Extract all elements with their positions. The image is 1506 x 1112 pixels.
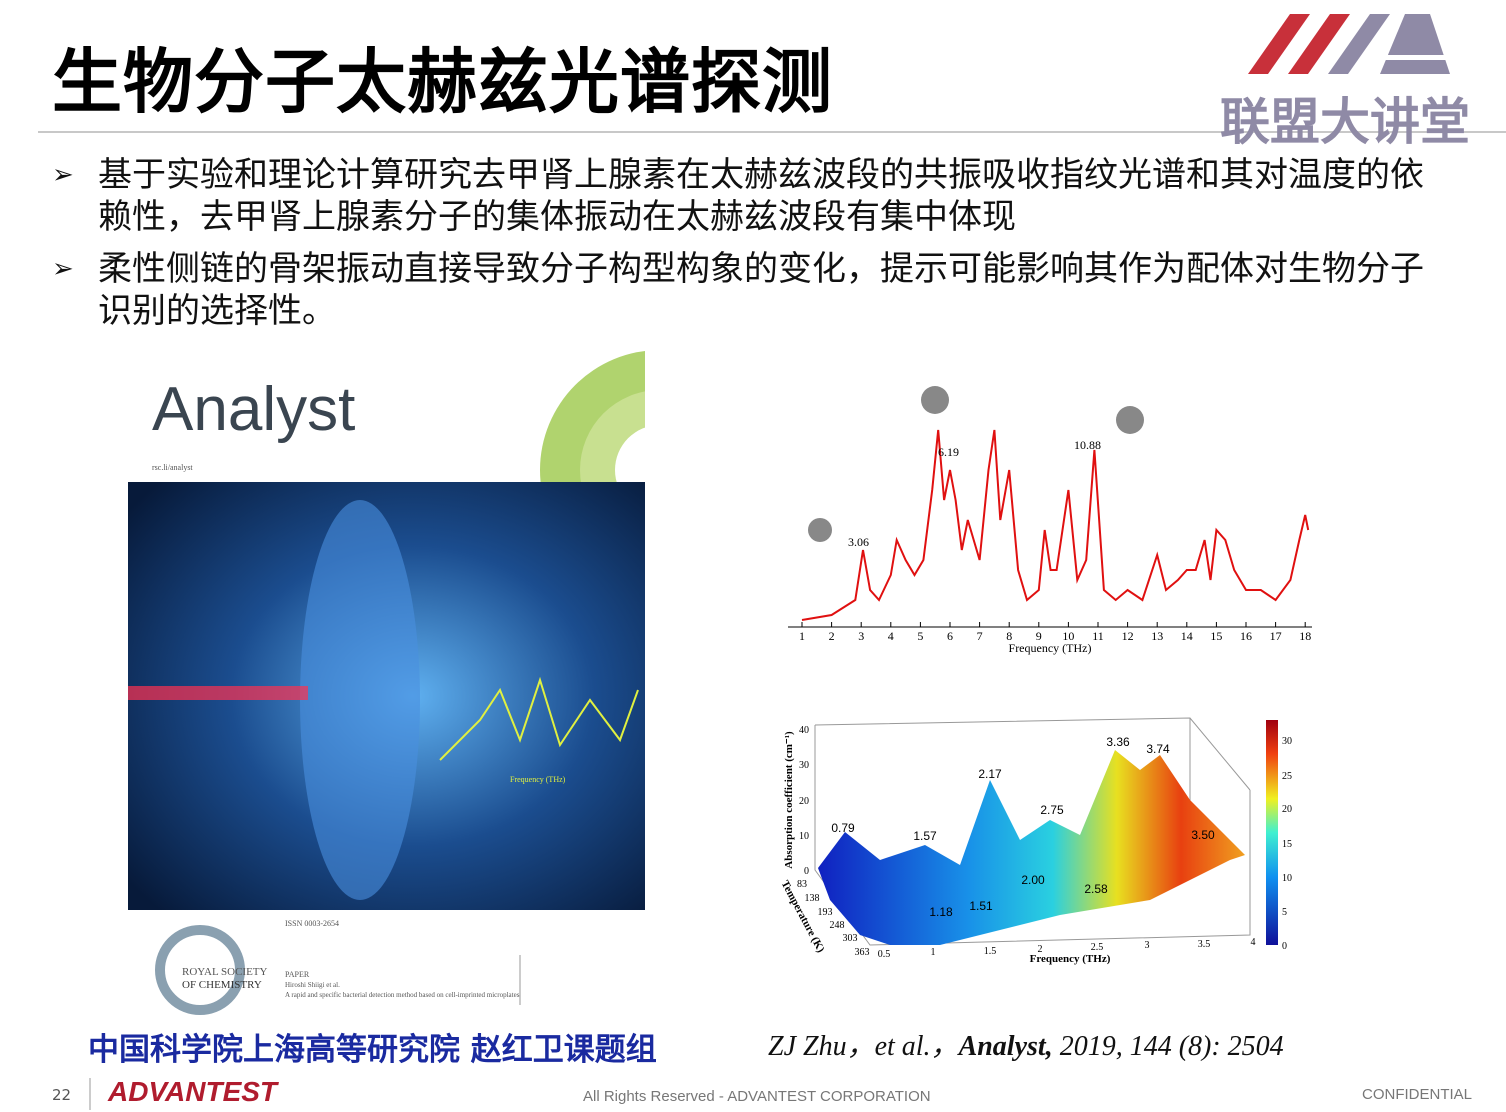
x-tick-label: 18	[1299, 629, 1311, 643]
x-tick-label: 0.5	[878, 949, 891, 960]
bullet: ➢ 柔性侧链的骨架振动直接导致分子构型构象的变化，提示可能影响其作为配体对生物分子…	[52, 248, 1452, 332]
colorbar-tick-label: 30	[1282, 736, 1292, 747]
spectrum-x-label: Frequency (THz)	[1009, 641, 1092, 655]
peak-label: 1.18	[929, 905, 953, 919]
spectrum-peak-label: 10.88	[1074, 438, 1101, 452]
x-tick-label: 4	[1251, 937, 1256, 948]
cover-url: rsc.li/analyst	[152, 463, 193, 472]
cover-publisher: ROYAL SOCIETY	[182, 966, 268, 978]
x-tick-label: 2	[1038, 944, 1043, 955]
colorbar-tick-label: 5	[1282, 907, 1287, 918]
y-tick-label: 363	[855, 947, 870, 958]
peak-label: 2.17	[978, 767, 1002, 781]
y-tick-label: 83	[797, 879, 807, 890]
x-tick-label: 17	[1270, 629, 1282, 643]
colorbar-tick-label: 20	[1282, 804, 1292, 815]
citation-details: 2019, 144 (8): 2504	[1059, 1031, 1284, 1062]
cover-publisher: OF CHEMISTRY	[182, 979, 262, 991]
x-tick-label: 1.5	[984, 946, 997, 957]
y-tick-label: 303	[843, 933, 858, 944]
peak-label: 2.75	[1040, 803, 1064, 817]
x-tick-label: 13	[1151, 629, 1163, 643]
slide-title: 生物分子太赫兹光谱探测	[52, 41, 833, 123]
z-axis-label: Absorption coefficient (cm⁻¹)	[783, 731, 795, 869]
z-tick-label: 20	[799, 796, 809, 807]
peak-label: 2.58	[1084, 882, 1108, 896]
x-axis-label: Frequency (THz)	[1030, 953, 1111, 965]
citation: ZJ Zhu，et al.，Analyst, 2019, 144 (8): 25…	[768, 1024, 1284, 1064]
peak-label: 0.79	[831, 821, 855, 835]
z-tick-label: 0	[804, 866, 809, 877]
spectrum-peak-label: 6.19	[938, 445, 959, 459]
bullet-text: 柔性侧链的骨架振动直接导致分子构型构象的变化，提示可能影响其作为配体对生物分子识…	[98, 249, 1424, 331]
z-tick-label: 30	[799, 760, 809, 771]
x-tick-label: 7	[977, 629, 983, 643]
cover-authors: Hiroshi Shiigi et al.	[285, 981, 340, 989]
x-tick-label: 15	[1210, 629, 1222, 643]
peak-label: 3.36	[1106, 735, 1130, 749]
z-tick-label: 40	[799, 725, 809, 736]
surface-plot	[814, 717, 1278, 946]
x-tick-label: 6	[947, 629, 953, 643]
x-tick-label: 9	[1036, 629, 1042, 643]
x-tick-label: 1	[799, 629, 805, 643]
z-tick-label: 10	[799, 831, 809, 842]
citation-journal: Analyst,	[958, 1031, 1053, 1062]
x-tick-label: 10	[1062, 629, 1074, 643]
x-tick-label: 3	[1145, 940, 1150, 951]
x-tick-label: 16	[1240, 629, 1252, 643]
colorbar-tick-label: 15	[1282, 839, 1292, 850]
colorbar-tick-label: 25	[1282, 771, 1292, 782]
colorbar-tick-label: 10	[1282, 873, 1292, 884]
x-tick-label: 11	[1092, 629, 1104, 643]
x-tick-label: 5	[917, 629, 923, 643]
rights: All Rights Reserved - ADVANTEST CORPORAT…	[583, 1088, 931, 1105]
cover-axis: Frequency (THz)	[510, 775, 566, 784]
peak-label: 2.00	[1021, 873, 1045, 887]
spectrum	[788, 386, 1312, 628]
peak-label: 1.57	[913, 829, 937, 843]
y-tick-label: 193	[818, 907, 833, 918]
caption: 中国科学院上海高等研究院 赵红卫课题组	[88, 1032, 657, 1068]
bullet-text: 基于实验和理论计算研究去甲肾上腺素在太赫兹波段的共振吸收指纹光谱和其对温度的依赖…	[98, 155, 1424, 237]
cover-paper-title: A rapid and specific bacterial detection…	[285, 991, 520, 999]
x-tick-label: 1	[931, 947, 936, 958]
x-tick-label: 8	[1006, 629, 1012, 643]
colorbar-tick-label: 0	[1282, 941, 1287, 952]
bullet: ➢ 基于实验和理论计算研究去甲肾上腺素在太赫兹波段的共振吸收指纹光谱和其对温度的依…	[52, 154, 1452, 238]
confidential: CONFIDENTIAL	[1362, 1086, 1473, 1103]
x-tick-label: 3.5	[1198, 939, 1211, 950]
x-tick-label: 2	[829, 629, 835, 643]
x-tick-label: 12	[1122, 629, 1134, 643]
y-tick-label: 248	[830, 920, 845, 931]
spectrum-peak-label: 3.06	[848, 535, 869, 549]
x-tick-label: 4	[888, 629, 894, 643]
cover-issn: ISSN 0003-2654	[285, 919, 339, 928]
journal-cover	[128, 345, 645, 1015]
logo-mark	[1248, 14, 1462, 74]
y-tick-label: 138	[805, 893, 820, 904]
citation-authors: ZJ Zhu，et al.，	[768, 1031, 959, 1062]
page-number: 22	[52, 1086, 72, 1104]
peak-label: 3.50	[1191, 828, 1215, 842]
logo-text: 联盟大讲堂	[1220, 93, 1470, 151]
cover-journal: Analyst	[152, 375, 355, 444]
brand: ADVANTEST	[108, 1076, 278, 1107]
cover-section: PAPER	[285, 970, 310, 979]
x-tick-label: 2.5	[1091, 942, 1104, 953]
peak-label: 1.51	[969, 899, 993, 913]
x-tick-label: 14	[1181, 629, 1193, 643]
x-tick-label: 3	[858, 629, 864, 643]
peak-label: 3.74	[1146, 742, 1170, 756]
